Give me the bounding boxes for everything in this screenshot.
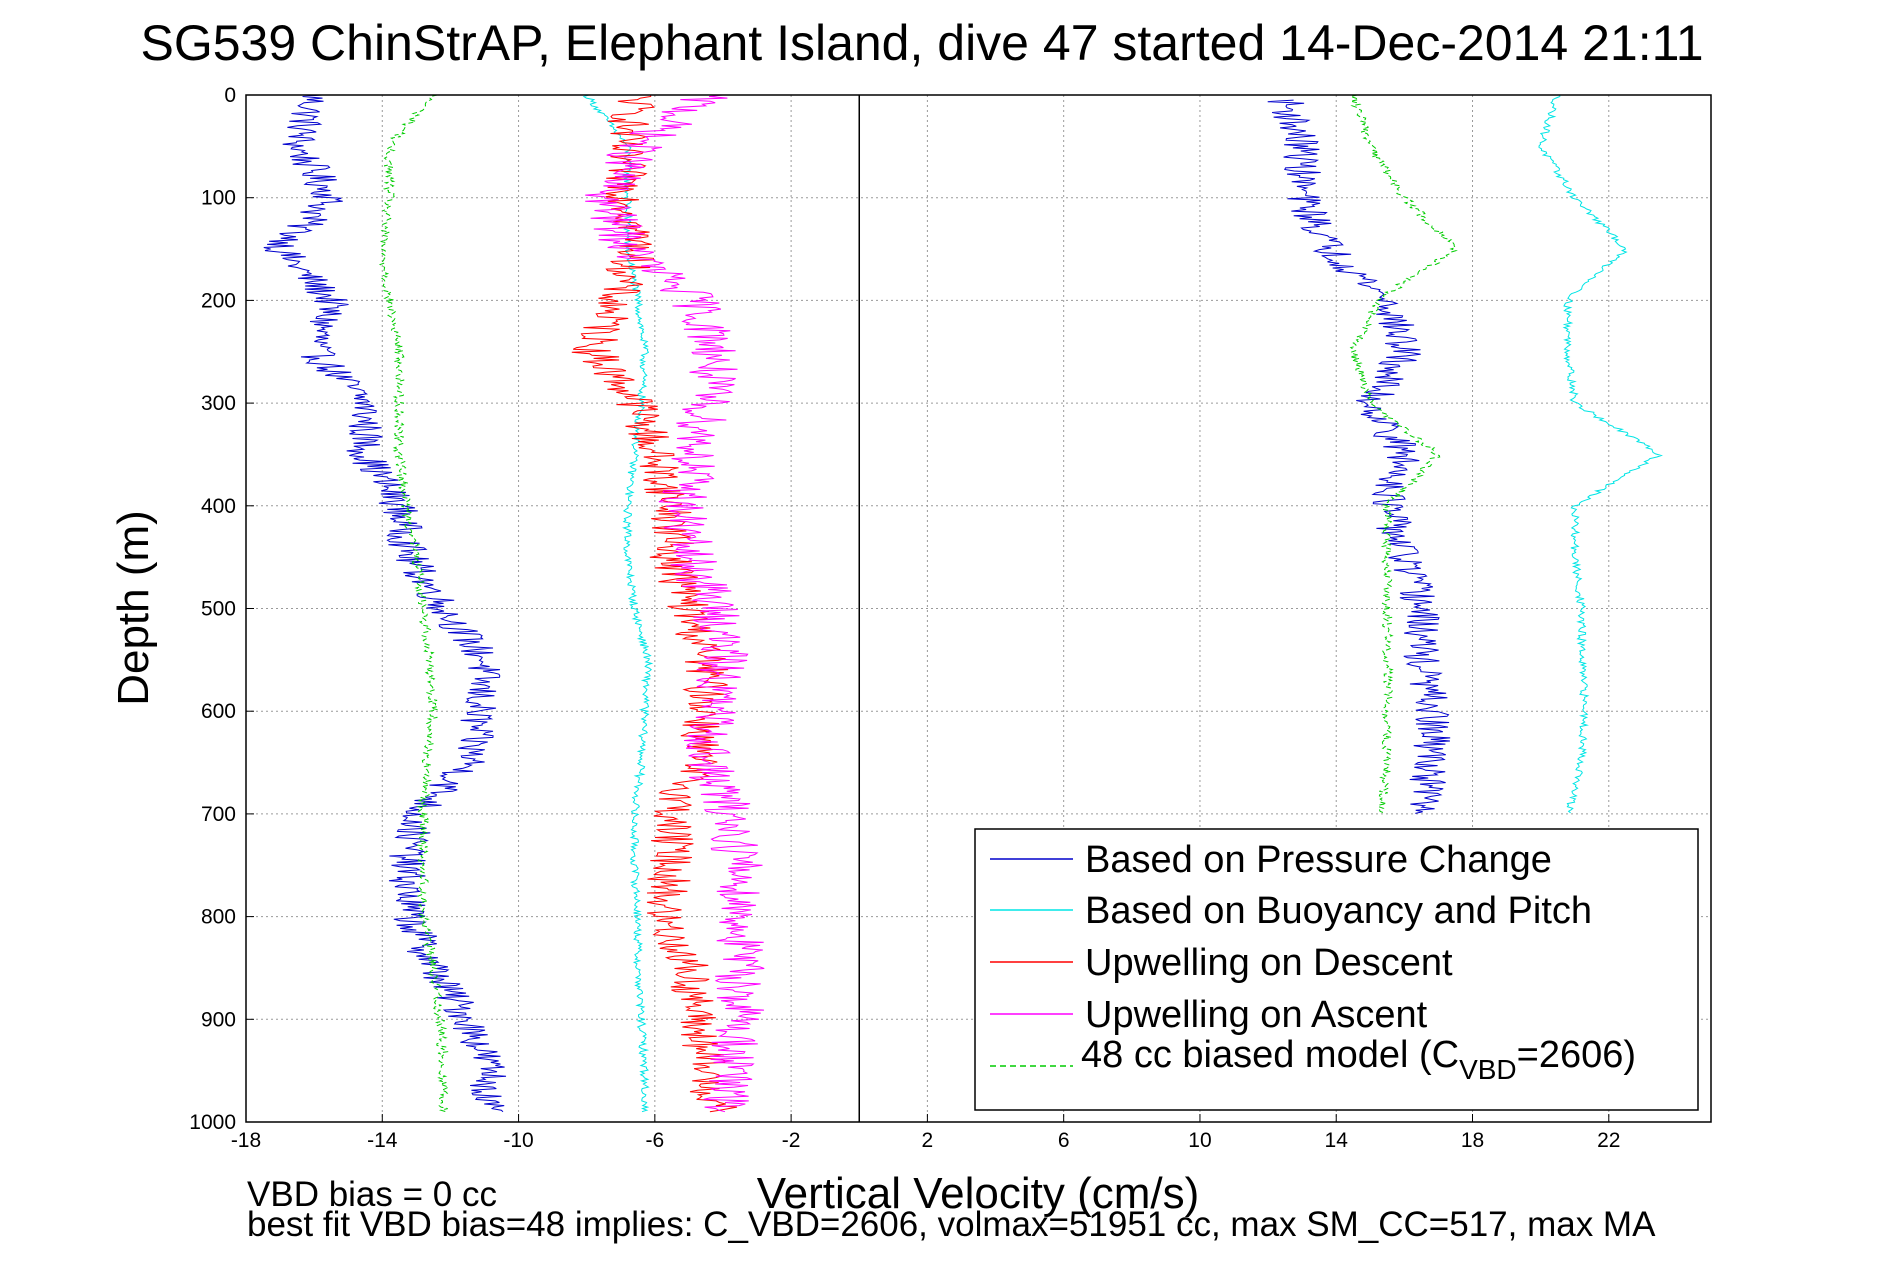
legend-label-biased-model-subscript: VBD — [1459, 1054, 1517, 1085]
vbd-bias-note: VBD bias = 0 cc — [247, 1175, 497, 1214]
legend-box — [974, 828, 1699, 1111]
y-tick-label: 100 — [201, 187, 236, 210]
y-tick-label: 700 — [201, 803, 236, 826]
x-tick-label: -10 — [503, 1129, 533, 1152]
legend: Based on Pressure Change Based on Buoyan… — [974, 828, 1699, 1111]
x-tick-label: -6 — [645, 1129, 664, 1152]
x-tick-label: -14 — [367, 1129, 398, 1152]
x-tick-label: 14 — [1325, 1129, 1349, 1152]
y-tick-label: 800 — [201, 906, 236, 929]
y-tick-label: 900 — [201, 1008, 236, 1031]
x-tick-label: 2 — [922, 1129, 934, 1152]
best-fit-note: best fit VBD bias=48 implies: C_VBD=2606… — [247, 1205, 1656, 1244]
series-line-4-0 — [378, 94, 450, 1113]
series-line-3-0 — [585, 94, 765, 1113]
legend-label-biased-model: 48 cc biased model (CVBD=2606) — [1081, 1034, 1636, 1085]
x-axis-label: Vertical Velocity (cm/s) — [757, 1169, 1200, 1218]
legend-label-biased-model-suffix: =2606) — [1517, 1034, 1636, 1076]
y-tick-label: 300 — [201, 392, 236, 415]
y-tick-label: 400 — [201, 495, 236, 518]
y-tick-label: 1000 — [189, 1111, 236, 1134]
x-tick-label: 6 — [1058, 1129, 1070, 1152]
x-tick-label: 18 — [1461, 1129, 1484, 1152]
legend-label-biased-model-main: 48 cc biased model (C — [1081, 1034, 1459, 1076]
y-tick-label: 500 — [201, 598, 236, 621]
y-tick-label: 0 — [224, 84, 236, 107]
x-tick-label: -18 — [231, 1129, 261, 1152]
legend-label-upwelling-ascent: Upwelling on Ascent — [1085, 994, 1428, 1036]
y-tick-label: 200 — [201, 289, 236, 312]
x-tick-label: 10 — [1188, 1129, 1211, 1152]
series-line-1-0 — [582, 94, 654, 1113]
series-line-1-1 — [1538, 95, 1663, 814]
series-line-0-1 — [1267, 99, 1451, 814]
x-tick-labels: -18 -14 -10 -6 -2 2 6 10 14 18 22 — [231, 1114, 1620, 1152]
y-axis-label: Depth (m) — [109, 510, 158, 706]
legend-label-buoyancy-pitch: Based on Buoyancy and Pitch — [1085, 890, 1592, 932]
legend-label-pressure-change: Based on Pressure Change — [1085, 839, 1552, 881]
series-line-0-0 — [263, 94, 507, 1113]
legend-label-upwelling-descent: Upwelling on Descent — [1085, 942, 1453, 984]
y-tick-labels: 0 100 200 300 400 500 600 700 800 900 1000 — [189, 84, 254, 1134]
x-tick-label: 22 — [1597, 1129, 1620, 1152]
chart-title: SG539 ChinStrAP, Elephant Island, dive 4… — [140, 15, 1703, 71]
x-tick-label: -2 — [782, 1129, 801, 1152]
series-line-2-0 — [571, 94, 738, 1113]
series-line-4-1 — [1348, 94, 1458, 814]
y-tick-label: 600 — [201, 700, 236, 723]
series-group — [263, 94, 1663, 1113]
